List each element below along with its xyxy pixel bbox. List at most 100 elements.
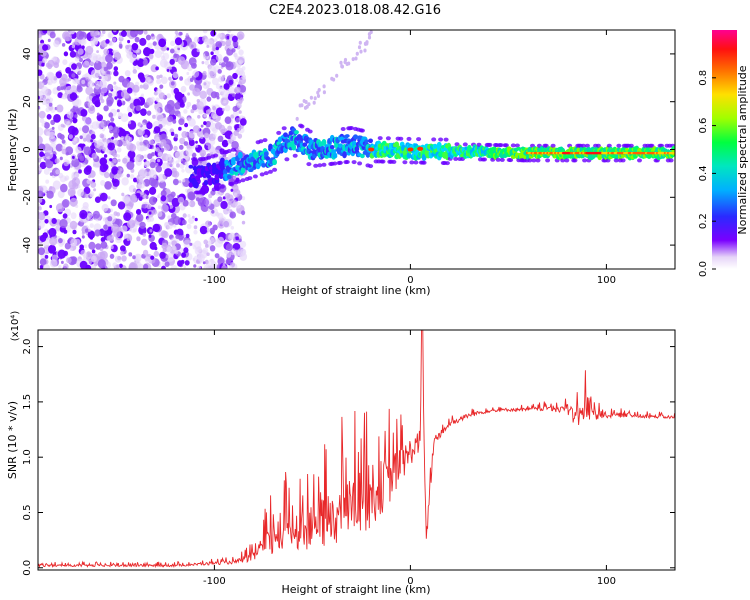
heatmap-cell <box>616 143 622 148</box>
heatmap-cell <box>170 131 175 136</box>
heatmap-cell <box>108 143 113 149</box>
heatmap-cell <box>170 191 176 198</box>
heatmap-cell <box>186 223 192 230</box>
heatmap-cell <box>417 146 424 151</box>
heatmap-cell <box>81 79 86 85</box>
heatmap-cell <box>166 221 174 230</box>
heatmap-cell <box>222 168 228 176</box>
heatmap-cell <box>143 161 150 168</box>
heatmap-cell <box>138 175 144 181</box>
heatmap-cell <box>206 174 212 179</box>
heatmap-cell <box>91 69 100 79</box>
heatmap-cell <box>185 233 190 238</box>
heatmap-cell <box>170 81 175 86</box>
heatmap-cell <box>188 164 194 169</box>
heatmap-cell <box>223 99 227 104</box>
heatmap-cell <box>82 163 86 168</box>
heatmap-cell <box>265 156 271 161</box>
heatmap-cell <box>88 228 91 233</box>
heatmap-cell <box>402 160 408 165</box>
heatmap-cell <box>332 77 336 82</box>
heatmap-cell <box>107 92 113 98</box>
heatmap-cell <box>339 60 343 65</box>
heatmap-cell <box>55 71 62 79</box>
heatmap-cell <box>148 234 152 238</box>
heatmap-cell <box>73 127 78 132</box>
heatmap-cell <box>118 43 123 49</box>
heatmap-cell <box>209 139 216 145</box>
heatmap-cell <box>81 45 85 49</box>
heatmap-cell <box>77 222 81 226</box>
heatmap-cell <box>103 75 108 82</box>
heatmap-cell <box>39 234 47 242</box>
heatmap-cell <box>144 256 151 264</box>
heatmap-cell <box>63 263 69 269</box>
heatmap-cell <box>39 151 45 157</box>
heatmap-cell <box>239 85 247 93</box>
heatmap-cell <box>161 117 168 124</box>
heatmap-cell <box>198 98 207 107</box>
heatmap-cell <box>89 264 97 269</box>
heatmap-cell <box>158 180 167 189</box>
heatmap-cell <box>146 122 153 130</box>
heatmap-cell <box>120 30 127 37</box>
heatmap-cell <box>126 237 130 242</box>
heatmap-cell <box>406 152 412 159</box>
snr-series-line <box>38 330 675 569</box>
heatmap-cell <box>61 93 67 100</box>
heatmap-cell <box>89 193 94 198</box>
heatmap-cell <box>146 76 152 83</box>
heatmap-cell <box>142 59 149 66</box>
heatmap-cell <box>166 252 175 262</box>
heatmap-cell <box>298 103 302 108</box>
heatmap-cell <box>108 125 114 131</box>
heatmap-cell <box>95 60 99 64</box>
heatmap-cell <box>118 263 123 268</box>
heatmap-cell <box>121 225 128 233</box>
heatmap-cell <box>187 214 191 218</box>
x-tick-label: 0 <box>407 576 413 587</box>
heatmap-cell <box>109 158 113 162</box>
heatmap-cell <box>138 196 143 201</box>
heatmap-cell <box>188 130 196 139</box>
heatmap-cell <box>234 55 239 60</box>
heatmap-cell <box>85 77 89 81</box>
heatmap-cell <box>38 220 45 229</box>
heatmap-cell <box>46 114 52 120</box>
heatmap-cell <box>363 48 367 53</box>
heatmap-cell <box>359 49 363 54</box>
heatmap-cell <box>179 137 186 145</box>
heatmap-cell <box>113 139 119 146</box>
bottom-y-ticks: 0.0 0.5 1.0 1.5 2.0 <box>22 339 675 576</box>
heatmap-cell <box>233 175 237 180</box>
heatmap-cell <box>236 103 242 108</box>
heatmap-cell <box>68 134 74 140</box>
heatmap-cell <box>38 127 44 137</box>
heatmap-cell <box>503 143 509 148</box>
heatmap-cell <box>73 98 82 108</box>
heatmap-cell <box>173 145 178 151</box>
heatmap-cell <box>156 75 161 80</box>
figure-title: C2E4.2023.018.08.42.G16 <box>269 3 441 18</box>
heatmap-cell <box>43 264 50 269</box>
heatmap-cell <box>150 96 155 102</box>
heatmap-cell <box>138 136 144 142</box>
heatmap-cell <box>342 151 347 159</box>
heatmap-cell <box>202 30 208 34</box>
heatmap-cell <box>161 204 169 213</box>
heatmap-cell <box>295 116 299 121</box>
heatmap-cell <box>128 120 132 125</box>
heatmap-cell <box>227 86 235 95</box>
heatmap-cell <box>62 124 66 128</box>
heatmap-cell <box>214 38 218 43</box>
heatmap-cell <box>141 93 144 97</box>
heatmap-cell <box>184 78 192 86</box>
heatmap-cell <box>63 118 70 126</box>
heatmap-cell <box>89 223 94 229</box>
heatmap-cell <box>126 87 133 94</box>
heatmap-cell <box>191 104 198 111</box>
heatmap-cell <box>238 34 244 40</box>
heatmap-cell <box>317 163 323 168</box>
heatmap-cell <box>48 102 53 107</box>
heatmap-cell <box>72 138 77 144</box>
